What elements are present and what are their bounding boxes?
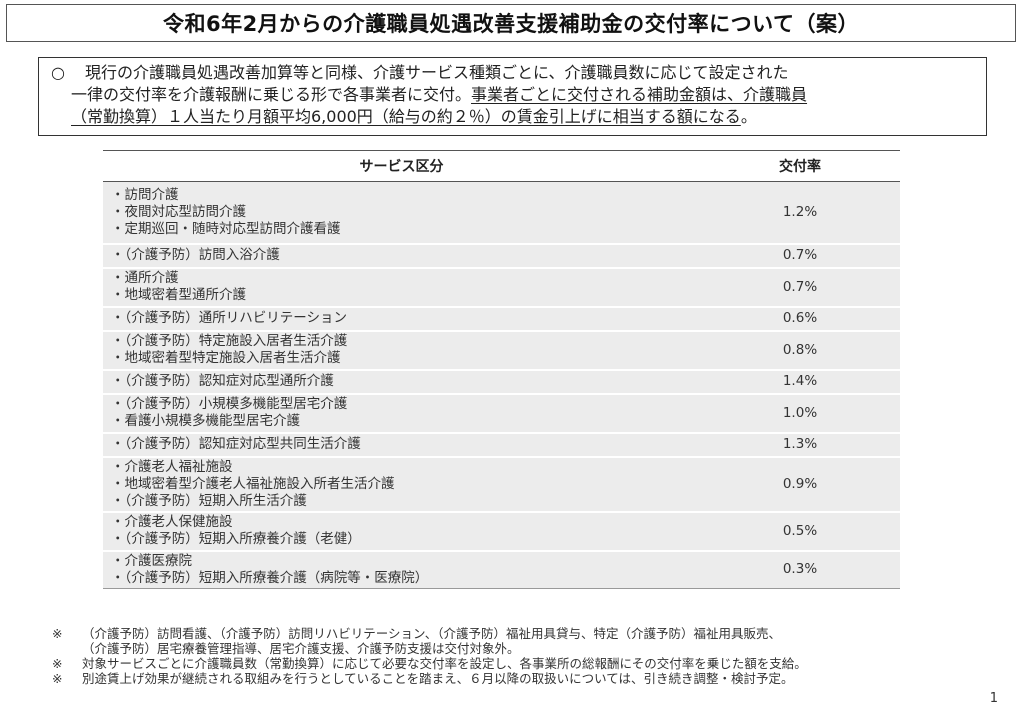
service-name: ・（介護予防）特定施設入居者生活介護 — [111, 333, 348, 349]
rate-cell: 1.0% — [700, 393, 900, 434]
table-row: ・（介護予防）小規模多機能型居宅介護 ・看護小規模多機能型居宅介護 1.0% — [103, 393, 900, 434]
service-name: ・（介護予防）短期入所生活介護 — [111, 492, 307, 509]
summary-line-1: ○ 現行の介護職員処遇改善加算等と同様、介護サービス種類ごとに、介護職員数に応じて… — [51, 62, 976, 84]
note-line: ※ 対象サービスごとに介護職員数（常勤換算）に応じて必要な交付率を設定し、各事業所… — [52, 656, 1002, 671]
rate-cell: 0.9% — [700, 456, 900, 513]
table-row: ・通所介護 ・地域密着型通所介護 0.7% — [103, 267, 900, 308]
service-cell: ・（介護予防）特定施設入居者生活介護 ・地域密着型特定施設入居者生活介護 — [103, 330, 700, 371]
summary-emphasis-2: （常勤換算）１人当たり月額平均6,000円（給与の約２％）の賃金引上げに相当する… — [71, 107, 741, 126]
table-row: ・介護老人保健施設 ・（介護予防）短期入所療養介護（老健） 0.5% — [103, 511, 900, 552]
table-row: ・（介護予防）通所リハビリテーション 0.6% — [103, 306, 900, 332]
service-cell: ・通所介護 ・地域密着型通所介護 — [103, 267, 700, 308]
summary-line-2: 一律の交付率を介護報酬に乗じる形で各事業者に交付。事業者ごとに交付される補助金額… — [51, 84, 976, 106]
service-name: ・（介護予防）認知症対応型通所介護 — [111, 373, 334, 389]
note-line: ※ （介護予防）訪問看護、（介護予防）訪問リハビリテーション、（介護予防）福祉用具… — [52, 626, 1002, 641]
service-name: ・看護小規模多機能型居宅介護 — [111, 413, 300, 429]
service-name: ・（介護予防）認知症対応型共同生活介護 — [111, 436, 361, 452]
note-line: ※ 別途賃上げ効果が継続される取組みを行うとしていることを踏まえ、６月以降の取扱い… — [52, 671, 1002, 686]
table-header-row: サービス区分 交付率 — [103, 150, 900, 182]
note-text: （介護予防）居宅療養管理指導、居宅介護支援、介護予防支援は交付対象外。 — [82, 641, 520, 656]
rate-cell: 0.5% — [700, 511, 900, 552]
note-mark — [52, 641, 82, 656]
summary-bullet: ○ — [51, 63, 65, 82]
note-line: （介護予防）居宅療養管理指導、居宅介護支援、介護予防支援は交付対象外。 — [52, 641, 1002, 656]
table-row: ・（介護予防）認知症対応型共同生活介護 1.3% — [103, 432, 900, 458]
service-name: ・（介護予防）短期入所療養介護（老健） — [111, 531, 361, 547]
rate-cell: 0.7% — [700, 267, 900, 308]
service-name: ・訪問介護 — [111, 186, 179, 203]
service-cell: ・介護医療院 ・（介護予防）短期入所療養介護（病院等・医療院） — [103, 550, 700, 589]
table-row: ・訪問介護 ・夜間対応型訪問介護 ・定期巡回・随時対応型訪問介護看護 1.2% — [103, 181, 900, 245]
note-mark: ※ — [52, 656, 63, 671]
page-title: 令和6年2月からの介護職員処遇改善支援補助金の交付率について（案） — [6, 4, 1016, 42]
service-cell: ・（介護予防）小規模多機能型居宅介護 ・看護小規模多機能型居宅介護 — [103, 393, 700, 434]
note-mark: ※ — [52, 626, 63, 641]
summary-text-3: 。 — [740, 107, 757, 126]
summary-text-1: 現行の介護職員処遇改善加算等と同様、介護サービス種類ごとに、介護職員数に応じて設… — [85, 63, 789, 82]
service-name: ・（介護予防）小規模多機能型居宅介護 — [111, 396, 348, 412]
rate-cell: 1.3% — [700, 432, 900, 458]
service-cell: ・介護老人保健施設 ・（介護予防）短期入所療養介護（老健） — [103, 511, 700, 552]
rate-cell: 0.8% — [700, 330, 900, 371]
note-text: 別途賃上げ効果が継続される取組みを行うとしていることを踏まえ、６月以降の取扱いに… — [82, 671, 794, 686]
service-name: ・定期巡回・随時対応型訪問介護看護 — [111, 220, 341, 237]
service-name: ・夜間対応型訪問介護 — [111, 203, 246, 220]
service-name: ・介護老人保健施設 — [111, 514, 233, 530]
service-cell: ・介護老人福祉施設 ・地域密着型介護老人福祉施設入所者生活介護 ・（介護予防）短期入… — [103, 456, 700, 513]
summary-box: ○ 現行の介護職員処遇改善加算等と同様、介護サービス種類ごとに、介護職員数に応じて… — [38, 57, 987, 136]
note-text: （介護予防）訪問看護、（介護予防）訪問リハビリテーション、（介護予防）福祉用具貸… — [82, 626, 782, 641]
header-rate: 交付率 — [700, 150, 900, 182]
service-name: ・地域密着型特定施設入居者生活介護 — [111, 350, 341, 366]
table-row: ・（介護予防）特定施設入居者生活介護 ・地域密着型特定施設入居者生活介護 0.8% — [103, 330, 900, 371]
summary-emphasis-1: 事業者ごとに交付される補助金額は、介護職員 — [471, 85, 808, 104]
rate-table-body: ・訪問介護 ・夜間対応型訪問介護 ・定期巡回・随時対応型訪問介護看護 1.2% ・（介護… — [103, 181, 900, 589]
service-name: ・（介護予防）短期入所療養介護（病院等・医療院） — [111, 569, 429, 586]
summary-line-3: （常勤換算）１人当たり月額平均6,000円（給与の約２％）の賃金引上げに相当する… — [51, 106, 976, 128]
note-text: 対象サービスごとに介護職員数（常勤換算）に応じて必要な交付率を設定し、各事業所の… — [82, 656, 807, 671]
rate-cell: 1.4% — [700, 369, 900, 395]
service-name: ・通所介護 — [111, 270, 179, 286]
service-name: ・介護医療院 — [111, 552, 192, 569]
service-cell: ・（介護予防）訪問入浴介護 — [103, 243, 700, 269]
service-cell: ・訪問介護 ・夜間対応型訪問介護 ・定期巡回・随時対応型訪問介護看護 — [103, 181, 700, 245]
table-row: ・介護医療院 ・（介護予防）短期入所療養介護（病院等・医療院） 0.3% — [103, 550, 900, 589]
header-service-category: サービス区分 — [103, 150, 700, 182]
service-cell: ・（介護予防）通所リハビリテーション — [103, 306, 700, 332]
table-row: ・（介護予防）訪問入浴介護 0.7% — [103, 243, 900, 269]
table-row: ・介護老人福祉施設 ・地域密着型介護老人福祉施設入所者生活介護 ・（介護予防）短期入… — [103, 456, 900, 513]
summary-text-2: 一律の交付率を介護報酬に乗じる形で各事業者に交付。 — [71, 85, 472, 104]
notes: ※ （介護予防）訪問看護、（介護予防）訪問リハビリテーション、（介護予防）福祉用具… — [52, 626, 1002, 686]
rate-table: サービス区分 交付率 ・訪問介護 ・夜間対応型訪問介護 ・定期巡回・随時対応型訪問介… — [103, 150, 900, 589]
service-name: ・地域密着型通所介護 — [111, 287, 246, 303]
service-name: ・地域密着型介護老人福祉施設入所者生活介護 — [111, 475, 395, 492]
page-number: 1 — [989, 691, 998, 706]
table-row: ・（介護予防）認知症対応型通所介護 1.4% — [103, 369, 900, 395]
service-cell: ・（介護予防）認知症対応型通所介護 — [103, 369, 700, 395]
note-mark: ※ — [52, 671, 63, 686]
rate-cell: 1.2% — [700, 181, 900, 245]
rate-cell: 0.7% — [700, 243, 900, 269]
rate-cell: 0.3% — [700, 550, 900, 589]
rate-cell: 0.6% — [700, 306, 900, 332]
service-name: ・介護老人福祉施設 — [111, 458, 233, 475]
service-name: ・（介護予防）訪問入浴介護 — [111, 247, 280, 263]
service-cell: ・（介護予防）認知症対応型共同生活介護 — [103, 432, 700, 458]
service-name: ・（介護予防）通所リハビリテーション — [111, 310, 347, 326]
